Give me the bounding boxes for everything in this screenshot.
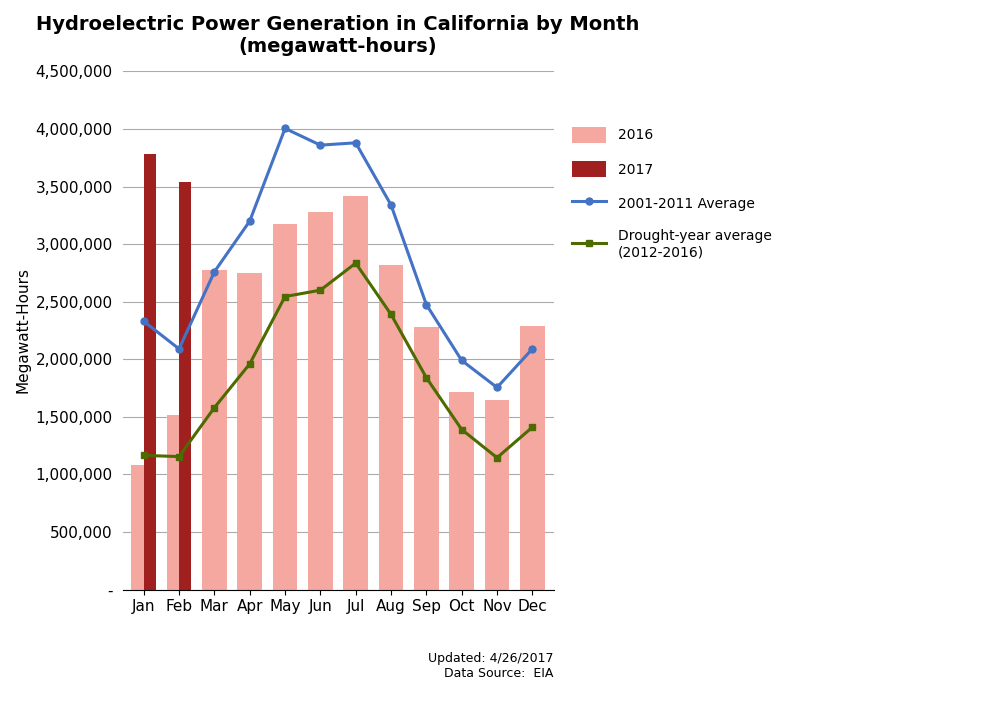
Bar [166, 415, 179, 589]
Bar [378, 265, 403, 589]
Bar [520, 326, 545, 589]
Bar [273, 224, 298, 589]
Bar [143, 154, 156, 589]
Bar [449, 392, 474, 589]
Title: Hydroelectric Power Generation in California by Month
(megawatt-hours): Hydroelectric Power Generation in Califo… [36, 15, 639, 56]
Bar [414, 327, 438, 589]
Bar [131, 466, 143, 589]
Bar [237, 273, 262, 589]
Legend: 2016, 2017, 2001-2011 Average, Drought-year average
(2012-2016): 2016, 2017, 2001-2011 Average, Drought-y… [565, 120, 779, 266]
Bar [344, 195, 369, 589]
Y-axis label: Megawatt-Hours: Megawatt-Hours [15, 267, 30, 393]
Bar [308, 212, 333, 589]
Bar [179, 182, 191, 589]
Text: Updated: 4/26/2017
Data Source:  EIA: Updated: 4/26/2017 Data Source: EIA [428, 652, 554, 680]
Bar [202, 270, 227, 589]
Bar [485, 400, 509, 589]
